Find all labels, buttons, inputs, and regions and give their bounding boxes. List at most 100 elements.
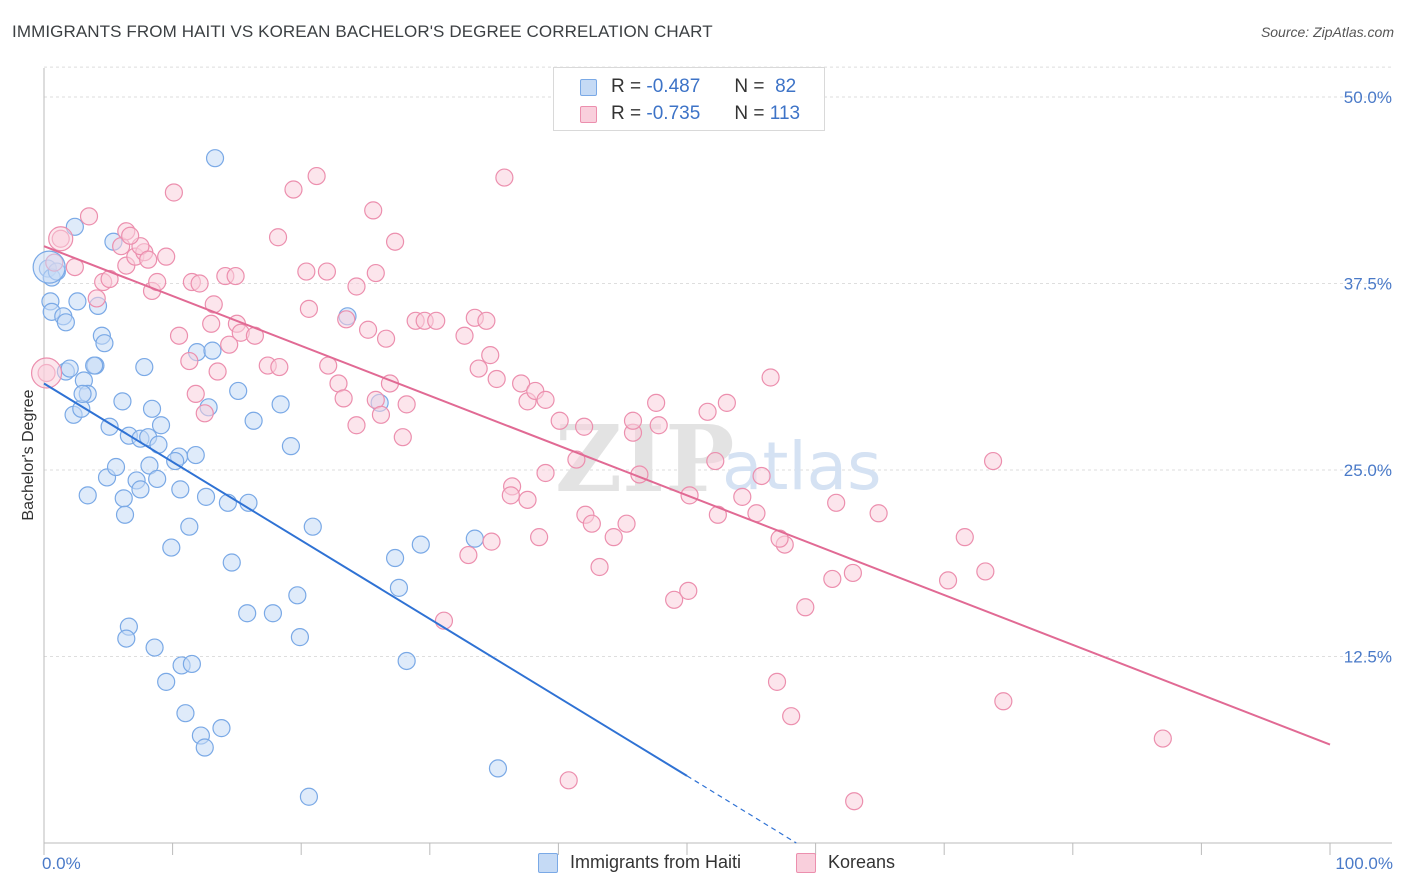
axes — [43, 68, 1392, 855]
haiti-point — [151, 416, 171, 435]
korean-point — [385, 232, 405, 251]
korean-point — [180, 351, 199, 371]
korean-point — [186, 384, 205, 404]
source-credit: Source: ZipAtlas.com — [1260, 24, 1394, 40]
legend-n-label: N = — [734, 76, 765, 97]
korean-point — [733, 487, 752, 506]
legend-row-haiti: R = -0.487 N = 82 — [580, 75, 796, 99]
haiti-point — [135, 357, 154, 377]
korean-point — [706, 451, 725, 471]
korean-point — [770, 529, 789, 548]
korean-point — [87, 289, 106, 308]
korean-point — [752, 466, 771, 486]
legend-r-value: -0.487 — [646, 76, 701, 97]
korean-point — [208, 362, 227, 381]
series-legend: Immigrants from Haiti Koreans — [0, 852, 1406, 878]
korean-point — [220, 335, 239, 354]
korean-point — [604, 528, 623, 547]
korean-point — [157, 247, 176, 266]
x-tick-labels: 0.0% 100.0% — [42, 854, 1393, 873]
haiti-point — [180, 517, 199, 536]
korean-point — [575, 417, 594, 436]
x-tick-label: 100.0% — [1335, 854, 1393, 873]
haiti-point — [203, 341, 222, 360]
korean-point — [843, 563, 862, 583]
haiti-point — [196, 487, 216, 506]
haiti-point — [106, 457, 126, 477]
korean-point — [823, 569, 842, 589]
korean-point — [79, 207, 99, 226]
haiti-point — [157, 672, 176, 691]
y-tick-label: 12.5% — [1344, 648, 1392, 667]
korean-point — [665, 590, 684, 609]
haiti-point — [263, 604, 283, 623]
korean-point — [226, 266, 245, 286]
korean-point — [796, 598, 815, 617]
korean-point — [827, 493, 846, 512]
series-legend-haiti[interactable]: Immigrants from Haiti — [538, 852, 741, 873]
korean-point — [190, 274, 209, 293]
haiti-point — [68, 292, 87, 311]
y-axis-label: Bachelor's Degree — [20, 389, 37, 520]
haiti-point — [182, 654, 201, 674]
haiti-point — [229, 381, 248, 401]
korean-point — [647, 393, 666, 412]
korean-point — [767, 672, 787, 691]
haiti-point — [288, 586, 307, 605]
korean-point — [518, 490, 537, 509]
korean-point — [139, 250, 158, 269]
haiti-trend-extension — [686, 775, 797, 844]
korean-point — [955, 528, 974, 547]
haiti-point — [78, 486, 97, 505]
korean-point — [270, 357, 289, 377]
korean-point — [427, 311, 446, 330]
haiti-point — [85, 356, 104, 375]
korean-point — [761, 368, 780, 387]
haiti-point — [411, 535, 430, 554]
korean-point — [717, 393, 736, 412]
korean-point — [976, 562, 995, 581]
legend-swatch-koreans — [580, 105, 597, 123]
haiti-point — [56, 313, 75, 332]
korean-point — [994, 692, 1013, 711]
korean-point — [317, 262, 337, 281]
korean-point — [100, 269, 119, 289]
haiti-point — [162, 538, 181, 557]
haiti-point — [205, 149, 225, 168]
legend-r-label: R = — [611, 76, 642, 97]
korean-point — [455, 326, 474, 345]
haiti-point — [238, 604, 257, 623]
legend-n-value: 113 — [769, 103, 801, 124]
haiti-point — [244, 411, 263, 430]
korean-trend-line — [43, 245, 1331, 746]
haiti-point — [385, 548, 405, 568]
trend-lines — [43, 245, 1331, 844]
korean-point — [530, 528, 549, 547]
x-tick-label: 0.0% — [42, 854, 81, 873]
korean-point — [364, 201, 383, 220]
grid-lines — [44, 66, 1392, 657]
haiti-point — [488, 759, 508, 778]
korean-point — [397, 395, 416, 414]
korean-point — [582, 514, 601, 533]
series-label-haiti: Immigrants from Haiti — [570, 852, 742, 872]
y-tick-label: 25.0% — [1344, 461, 1392, 480]
legend-r-label: R = — [611, 103, 642, 124]
haiti-point — [60, 359, 79, 378]
korean-point — [202, 314, 221, 333]
haiti-point — [176, 704, 195, 723]
haiti-point — [281, 437, 301, 456]
korean-point — [371, 405, 391, 424]
haiti-point — [73, 384, 92, 404]
korean-point — [358, 320, 378, 339]
series-swatch-koreans — [796, 852, 816, 873]
series-legend-koreans[interactable]: Koreans — [796, 852, 895, 873]
korean-point — [782, 707, 801, 726]
y-tick-label: 50.0% — [1344, 88, 1392, 107]
legend-r-value: -0.735 — [646, 103, 701, 124]
haiti-point — [397, 651, 416, 671]
haiti-point — [222, 553, 241, 572]
korean-point — [393, 428, 412, 447]
haiti-point — [195, 738, 214, 757]
korean-point — [501, 486, 520, 505]
